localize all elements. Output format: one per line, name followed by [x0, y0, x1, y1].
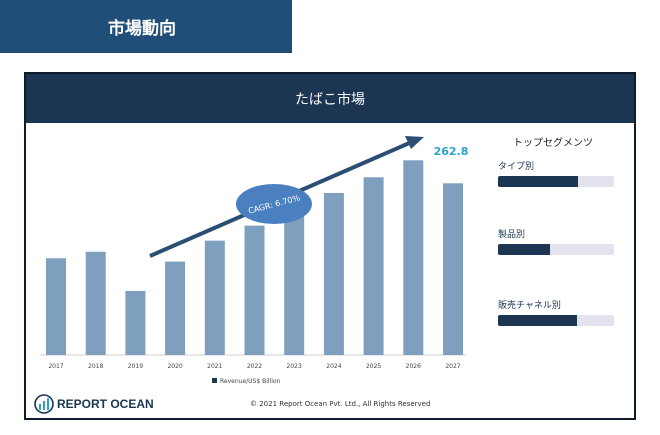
- x-tick-label: 2018: [88, 363, 103, 370]
- bar-chart: 2017 2018 2019 2020 2021 2022 2023 2024 2025 2026…: [40, 136, 469, 385]
- x-tick-label: 2019: [128, 363, 143, 370]
- slide-title: たばこ市場: [295, 91, 365, 108]
- segment-sales-channel: 販売チャネル別: [498, 298, 618, 326]
- x-tick-label: 2017: [48, 363, 63, 370]
- bar-2020: [165, 261, 186, 355]
- top-segments-panel: トップセグメンツ タイプ別 製品別 販売チャネル別: [494, 134, 624, 326]
- segments-title: トップセグメンツ: [513, 138, 593, 149]
- cagr-annotation: CAGR: 6.70%: [236, 184, 312, 224]
- x-tick-label: 2021: [207, 363, 222, 370]
- segment-product: 製品別: [498, 227, 618, 255]
- segment-label: 販売チャネル別: [498, 301, 561, 311]
- report-ocean-logo: REPORT OCEAN: [34, 394, 154, 414]
- section-title: 市場動向: [108, 19, 176, 39]
- report-slide: たばこ市場 2017 2018 2019 2020 2021 2022 2023 2024 20…: [24, 72, 636, 420]
- slide-footer: REPORT OCEAN © 2021 Report Ocean Pvt. Lt…: [26, 392, 634, 418]
- logo-icon: [34, 394, 54, 414]
- legend-swatch: [212, 378, 217, 383]
- x-tick-label: 2027: [445, 363, 460, 370]
- slide-title-bar: たばこ市場: [26, 74, 634, 123]
- bar-2018: [85, 251, 106, 355]
- x-tick-label: 2024: [326, 363, 341, 370]
- logo-text: REPORT OCEAN: [57, 397, 154, 411]
- bar-2023: [284, 212, 305, 355]
- final-value-label: 262.8: [434, 145, 469, 158]
- segment-label: 製品別: [498, 230, 526, 240]
- x-tick-label: 2020: [167, 363, 182, 370]
- bar-2025: [363, 177, 384, 355]
- bar-2024: [323, 192, 344, 355]
- segment-type: タイプ別: [498, 159, 618, 187]
- bar-2022: [244, 225, 265, 355]
- segment-bar-track: [498, 244, 614, 255]
- segment-bar-fill: [498, 176, 579, 187]
- x-tick-label: 2022: [247, 363, 262, 370]
- bar-2026: [403, 160, 424, 355]
- x-tick-label: 2025: [366, 363, 381, 370]
- bar-2027: [443, 183, 463, 355]
- legend-label: Revenue/US$ Billion: [220, 378, 281, 385]
- section-header: 市場動向: [0, 0, 292, 53]
- bar-2021: [204, 240, 225, 355]
- x-tick-label: 2026: [406, 363, 421, 370]
- segment-label: タイプ別: [498, 162, 535, 172]
- bar-2017: [46, 258, 66, 355]
- segment-bar-fill: [498, 244, 551, 255]
- segment-bar-track: [498, 176, 614, 187]
- copyright-text: © 2021 Report Ocean Pvt. Ltd., All Right…: [250, 400, 431, 408]
- segment-bar-fill: [498, 315, 577, 326]
- legend: Revenue/US$ Billion: [212, 378, 281, 385]
- x-tick-label: 2023: [287, 363, 302, 370]
- bar-2019: [125, 290, 146, 355]
- segment-bar-track: [498, 315, 614, 326]
